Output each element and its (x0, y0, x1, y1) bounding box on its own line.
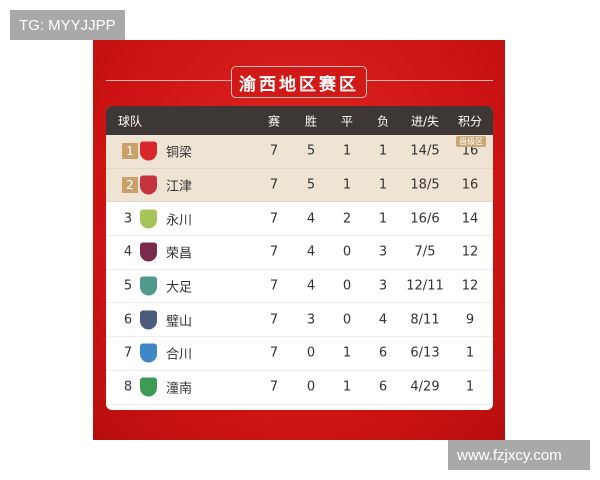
drawn: 0 (342, 278, 352, 294)
watermark-top-left: TG: MYYJJPP (10, 10, 125, 40)
table-row[interactable]: 6 璧山 7 3 0 4 8/11 9 (106, 303, 493, 338)
won: 4 (306, 211, 316, 227)
lost: 1 (378, 177, 388, 193)
header-team: 球队 (118, 114, 143, 128)
lost: 6 (378, 379, 388, 395)
rank: 3 (123, 211, 133, 227)
standings-table: 球队 赛 胜 平 负 进/失 积分 1 铜梁 7 5 1 1 14/5 16 晋级区 2 江津 7 5 1… (106, 106, 493, 410)
won: 0 (306, 345, 316, 361)
table-row[interactable]: 8 潼南 7 0 1 6 4/29 1 (106, 371, 493, 405)
won: 5 (306, 177, 316, 193)
won: 0 (306, 379, 316, 395)
team-name: 潼南 (166, 381, 193, 397)
standings-panel: 渝西地区赛区 球队 赛 胜 平 负 进/失 积分 1 铜梁 7 5 1 1 14/5 16 晋级… (93, 40, 505, 440)
goals: 12/11 (406, 278, 444, 294)
drawn: 0 (342, 312, 352, 328)
points: 1 (465, 345, 475, 361)
table-row[interactable]: 7 合川 7 0 1 6 6/13 1 (106, 337, 493, 371)
table-row[interactable]: 5 大足 7 4 0 3 12/11 12 (106, 270, 493, 304)
table-row[interactable]: 3 永川 7 4 2 1 16/6 14 (106, 202, 493, 237)
drawn: 2 (342, 211, 352, 227)
played: 7 (269, 143, 279, 159)
lost: 6 (378, 345, 388, 361)
won: 4 (306, 278, 316, 294)
played: 7 (269, 244, 279, 260)
drawn: 1 (342, 379, 352, 395)
team-logo-icon (140, 175, 157, 195)
table-row[interactable]: 1 铜梁 7 5 1 1 14/5 16 晋级区 (106, 135, 493, 169)
team-name: 铜梁 (166, 145, 193, 161)
lost: 1 (378, 211, 388, 227)
team-logo-icon (140, 377, 157, 397)
lost: 1 (378, 143, 388, 159)
points: 16 (461, 143, 479, 159)
drawn: 1 (342, 143, 352, 159)
drawn: 0 (342, 244, 352, 260)
played: 7 (269, 211, 279, 227)
points: 14 (461, 211, 479, 227)
points: 12 (461, 278, 479, 294)
team-name: 江津 (166, 179, 193, 195)
played: 7 (269, 345, 279, 361)
rank: 5 (123, 278, 133, 294)
won: 5 (306, 143, 316, 159)
goals: 8/11 (410, 312, 440, 328)
won: 4 (306, 244, 316, 260)
lost: 3 (378, 244, 388, 260)
goals: 7/5 (414, 244, 436, 260)
team-name: 合川 (166, 347, 193, 363)
title-line-right (366, 80, 493, 81)
team-logo-icon (140, 209, 157, 229)
played: 7 (269, 278, 279, 294)
team-name: 荣昌 (166, 246, 193, 262)
lost: 4 (378, 312, 388, 328)
goals: 6/13 (410, 345, 440, 361)
team-logo-icon (140, 310, 157, 330)
team-name: 永川 (166, 213, 193, 229)
rank-badge: 1 (122, 143, 138, 160)
rank: 6 (123, 312, 133, 328)
rank: 8 (123, 379, 133, 395)
goals: 14/5 (410, 143, 440, 159)
drawn: 1 (342, 345, 352, 361)
won: 3 (306, 312, 316, 328)
table-header: 球队 赛 胜 平 负 进/失 积分 (106, 106, 493, 135)
played: 7 (269, 312, 279, 328)
lost: 3 (378, 278, 388, 294)
watermark-bottom-right: www.fzjxcy.com (448, 440, 590, 470)
header-goals: 进/失 (410, 114, 440, 128)
points: 1 (465, 379, 475, 395)
team-logo-icon (140, 242, 157, 262)
team-logo-icon (140, 141, 157, 161)
goals: 16/6 (410, 211, 440, 227)
table-row[interactable]: 4 荣昌 7 4 0 3 7/5 12 (106, 236, 493, 270)
points: 12 (461, 244, 479, 260)
points: 16 (461, 177, 479, 193)
played: 7 (269, 177, 279, 193)
header-points: 积分 (457, 114, 483, 128)
promotion-badge: 晋级区 (456, 136, 486, 147)
goals: 4/29 (410, 379, 440, 395)
header-lost: 负 (376, 114, 390, 128)
header-played: 赛 (267, 114, 281, 128)
drawn: 1 (342, 177, 352, 193)
table-row[interactable]: 2 江津 7 5 1 1 18/5 16 (106, 168, 493, 203)
goals: 18/5 (410, 177, 440, 193)
page-title: 渝西地区赛区 (231, 66, 367, 98)
title-line-left (106, 80, 231, 81)
rank: 4 (123, 244, 133, 260)
team-name: 璧山 (166, 314, 193, 330)
played: 7 (269, 379, 279, 395)
rank: 7 (123, 345, 133, 361)
team-logo-icon (140, 276, 157, 296)
points: 9 (465, 312, 475, 328)
header-drawn: 平 (340, 114, 354, 128)
team-logo-icon (140, 343, 157, 363)
rank-badge: 2 (122, 177, 138, 194)
team-name: 大足 (166, 280, 193, 296)
header-won: 胜 (304, 114, 318, 128)
